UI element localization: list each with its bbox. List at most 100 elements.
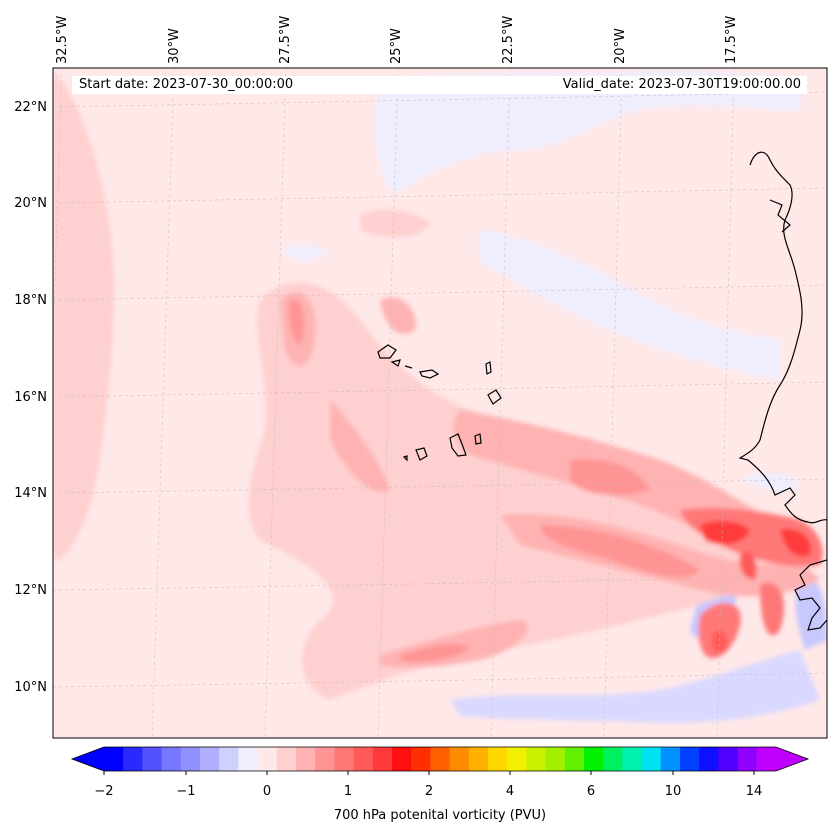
colorbar-segment bbox=[392, 747, 412, 771]
lon-label: 20°W bbox=[613, 28, 628, 64]
colorbar-segment bbox=[526, 747, 547, 771]
colorbar-tick-label: 0 bbox=[263, 784, 271, 799]
island-maio bbox=[474, 433, 482, 445]
colorbar-segment bbox=[200, 747, 220, 771]
pv-core2 bbox=[780, 529, 811, 557]
colorbar-segment bbox=[449, 747, 470, 771]
colorbar-segment bbox=[564, 747, 585, 771]
pv-positive-north bbox=[360, 209, 430, 237]
colorbar-segment bbox=[411, 747, 431, 771]
coastlines bbox=[377, 151, 827, 631]
pv-positive-medium2 bbox=[380, 297, 416, 334]
colorbar-segment bbox=[219, 747, 239, 771]
island-santa-luzia bbox=[404, 365, 413, 369]
colorbar-segment bbox=[737, 747, 758, 771]
island-boa-vista bbox=[487, 389, 502, 405]
pv-negative-band bbox=[480, 230, 780, 380]
map-panel bbox=[53, 68, 827, 738]
colorbar-tick-label: −2 bbox=[94, 784, 113, 799]
colorbar-segment bbox=[180, 747, 201, 771]
coast-north-notch bbox=[769, 199, 791, 233]
colorbar-segment bbox=[430, 747, 451, 771]
pv-negative-small bbox=[280, 244, 330, 262]
pv-positive-strong1 bbox=[288, 299, 305, 345]
colorbar-tick-label: 1 bbox=[344, 784, 352, 799]
colorbar-tick-label: 10 bbox=[665, 784, 682, 799]
colorbar-extend-min bbox=[72, 747, 104, 771]
gridlines bbox=[53, 68, 827, 738]
pv-positive-strong3 bbox=[540, 525, 700, 578]
pv-positive-medium4 bbox=[330, 400, 390, 492]
pv-positive-west bbox=[53, 70, 115, 560]
colorbar-ticks: −2 −1 0 1 2 4 6 10 14 bbox=[94, 784, 762, 799]
pv-positive-main bbox=[248, 282, 801, 700]
colorbar-segment bbox=[296, 747, 316, 771]
lon-label: 32.5°W bbox=[55, 16, 70, 64]
pv-positive-strong2 bbox=[570, 459, 650, 496]
lat-label: 14°N bbox=[14, 486, 47, 501]
lat-label: 20°N bbox=[14, 196, 47, 211]
colorbar-segment bbox=[372, 747, 393, 771]
lat-label: 16°N bbox=[14, 390, 47, 405]
valid-date-label: Valid_date: 2023-07-30T19:00:00.00 bbox=[540, 76, 807, 94]
island-sao-vicente bbox=[390, 359, 401, 367]
colorbar-segment bbox=[142, 747, 163, 771]
colorbar-tick-label: −1 bbox=[176, 784, 195, 799]
island-sal bbox=[485, 361, 492, 375]
lon-label: 27.5°W bbox=[278, 16, 293, 64]
colorbar-segment bbox=[584, 747, 604, 771]
pv-positive-strong7 bbox=[400, 644, 470, 662]
lat-label: 18°N bbox=[14, 293, 47, 308]
lat-label: 10°N bbox=[14, 680, 47, 695]
colorbar-segment bbox=[353, 747, 374, 771]
colorbar-segment bbox=[718, 747, 739, 771]
lon-label: 17.5°W bbox=[724, 16, 739, 64]
colorbar-segment bbox=[488, 747, 508, 771]
pv-negative-blob2 bbox=[795, 578, 827, 650]
pv-negative-north bbox=[375, 71, 800, 195]
lon-label: 22.5°W bbox=[501, 16, 516, 64]
colorbar-title: 700 hPa potenital vorticity (PVU) bbox=[333, 808, 547, 823]
colorbar-segment bbox=[699, 747, 719, 771]
colorbar-segment bbox=[104, 747, 124, 771]
colorbar-segment bbox=[257, 747, 278, 771]
colorbar-segment bbox=[161, 747, 182, 771]
colorbar-segment bbox=[334, 747, 355, 771]
colorbar-segment bbox=[238, 747, 259, 771]
pv-positive-strong6 bbox=[760, 582, 784, 636]
colorbar-tick-label: 6 bbox=[587, 784, 595, 799]
pv-contours bbox=[53, 70, 827, 723]
pv-negative-coast bbox=[740, 473, 800, 492]
colorbar-segment bbox=[756, 747, 777, 771]
colorbar-segment bbox=[603, 747, 623, 771]
map-frame bbox=[52, 67, 828, 739]
lat-label: 22°N bbox=[14, 100, 47, 115]
colorbar-segment bbox=[680, 747, 700, 771]
colorbar-segment bbox=[276, 747, 297, 771]
colorbar-segment bbox=[123, 747, 143, 771]
pv-negative-south bbox=[450, 650, 820, 723]
island-santo-antao bbox=[377, 344, 397, 359]
colorbar-segment bbox=[468, 747, 489, 771]
island-fogo bbox=[415, 447, 428, 461]
colorbar-segment bbox=[622, 747, 643, 771]
colorbar-segment bbox=[660, 747, 681, 771]
colorbar-segment bbox=[641, 747, 662, 771]
africa-coastline bbox=[738, 151, 827, 631]
colorbar-segment bbox=[315, 747, 335, 771]
island-santiago bbox=[449, 433, 467, 457]
lon-label: 25°W bbox=[389, 28, 404, 64]
lon-axis-labels: 32.5°W 30°W 27.5°W 25°W 22.5°W 20°W 17.5… bbox=[55, 16, 739, 64]
start-date-label: Start date: 2023-07-30_00:00:00 bbox=[72, 76, 549, 94]
colorbar-tick-label: 14 bbox=[746, 784, 763, 799]
colorbar-tick-label: 4 bbox=[506, 784, 514, 799]
pv-core4 bbox=[711, 630, 727, 654]
colorbar bbox=[70, 746, 810, 775]
colorbar-segment bbox=[507, 747, 527, 771]
lat-axis-labels: 22°N 20°N 18°N 16°N 14°N 12°N 10°N bbox=[14, 100, 47, 695]
island-brava bbox=[402, 455, 408, 462]
colorbar-tick-label: 2 bbox=[425, 784, 433, 799]
pv-positive-strong5 bbox=[698, 602, 741, 659]
pv-core3 bbox=[739, 551, 757, 580]
